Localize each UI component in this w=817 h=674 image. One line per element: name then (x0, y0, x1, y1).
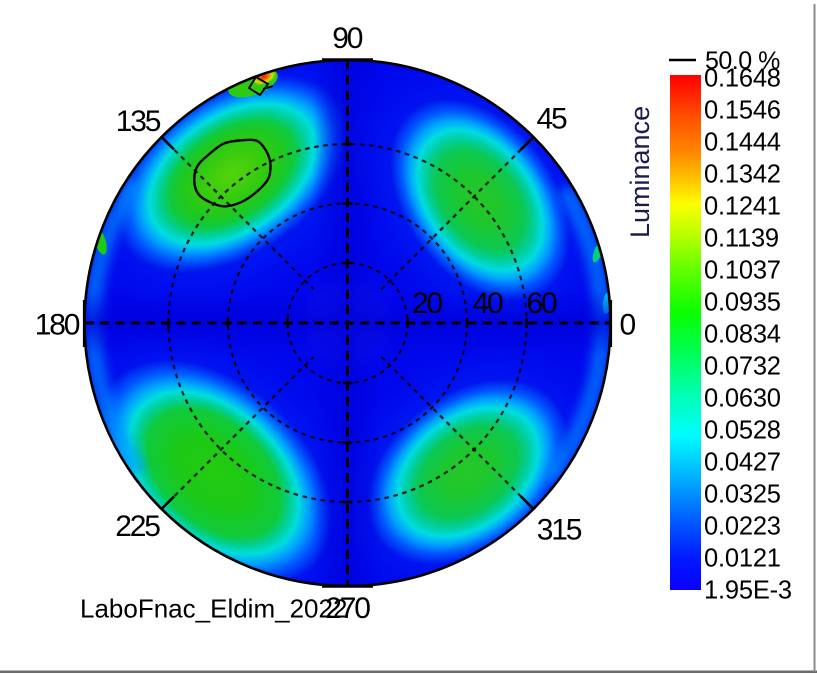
svg-text:0.0935: 0.0935 (704, 289, 781, 317)
svg-text:60: 60 (527, 287, 557, 320)
svg-text:135: 135 (116, 105, 161, 138)
svg-text:0.0121: 0.0121 (704, 545, 781, 573)
svg-text:0.1241: 0.1241 (704, 193, 781, 221)
svg-text:45: 45 (537, 103, 567, 136)
svg-text:0.1546: 0.1546 (704, 97, 781, 125)
svg-text:0.0732: 0.0732 (704, 353, 781, 381)
svg-text:50.0 %: 50.0 % (705, 47, 780, 75)
svg-text:0.1139: 0.1139 (704, 225, 779, 253)
svg-text:315: 315 (537, 514, 582, 547)
svg-text:180: 180 (35, 309, 80, 342)
svg-text:0.0427: 0.0427 (704, 449, 781, 477)
svg-text:LaboFnac_Eldim_2022: LaboFnac_Eldim_2022 (80, 594, 347, 624)
svg-text:1.95E-3: 1.95E-3 (704, 577, 792, 605)
svg-text:0.1648: 0.1648 (704, 65, 781, 93)
svg-text:0.0325: 0.0325 (704, 481, 781, 509)
svg-text:225: 225 (115, 510, 160, 543)
svg-text:Luminance: Luminance (625, 106, 655, 238)
svg-text:0.0223: 0.0223 (704, 513, 781, 541)
svg-text:0.1444: 0.1444 (704, 129, 781, 157)
svg-text:0.0528: 0.0528 (704, 417, 781, 445)
svg-text:0: 0 (620, 309, 637, 342)
svg-text:0.1342: 0.1342 (704, 161, 781, 189)
svg-text:270: 270 (325, 592, 370, 625)
svg-text:40: 40 (473, 287, 503, 320)
svg-text:20: 20 (412, 287, 442, 320)
svg-text:0.1037: 0.1037 (704, 257, 781, 285)
svg-text:0.0630: 0.0630 (704, 385, 781, 413)
svg-text:0.0834: 0.0834 (704, 321, 781, 349)
svg-text:90: 90 (332, 22, 362, 55)
